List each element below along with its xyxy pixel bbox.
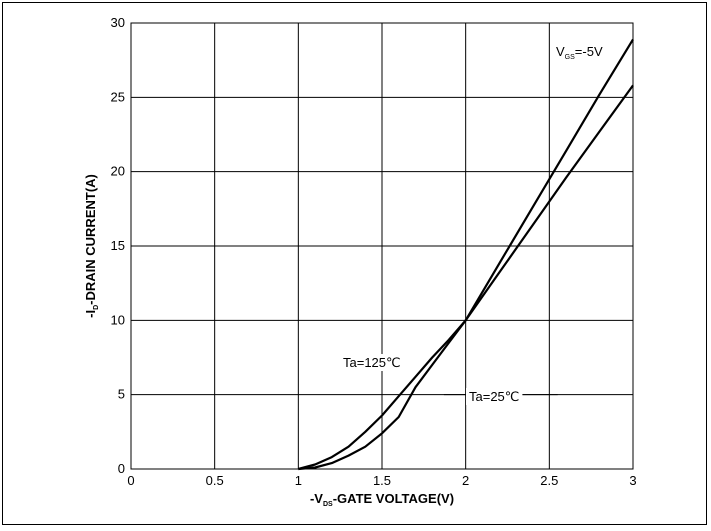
y-tick-label: 10 [111, 312, 125, 327]
x-tick-label: 0 [127, 473, 134, 488]
series-label-125c-text: Ta=125℃ [343, 355, 401, 370]
y-tick-label: 30 [111, 15, 125, 30]
x-tick-label: 3 [629, 473, 636, 488]
series-label-125c: Ta=125℃ [340, 354, 404, 371]
vgs-annotation-text: VGS=-5V [556, 44, 603, 61]
y-tick-label: 25 [111, 89, 125, 104]
series-label-25c: Ta=25℃ [443, 388, 558, 405]
y-tick-label: 15 [111, 238, 125, 253]
vgs-annotation: VGS=-5V [553, 43, 606, 62]
x-tick-label: 2 [462, 473, 469, 488]
y-tick-label: 5 [118, 387, 125, 402]
y-tick-label: 20 [111, 164, 125, 179]
x-tick-label: 1.5 [373, 473, 391, 488]
plot-border [130, 22, 634, 470]
y-axis-label: -ID-DRAIN CURRENT(A) [83, 174, 100, 318]
y-tick-label: 0 [118, 461, 125, 476]
x-tick-label: 1 [295, 473, 302, 488]
chart-frame: 0 0.5 1 1.5 2 2.5 3 0 5 10 15 20 25 30 -VDS-GATE VOLT… [2, 2, 707, 525]
x-axis-label: -VDS-GATE VOLTAGE(V) [310, 491, 454, 508]
x-tick-label: 2.5 [540, 473, 558, 488]
x-tick-label: 0.5 [206, 473, 224, 488]
series-lines [298, 38, 634, 471]
grid [131, 23, 633, 469]
series-label-25c-text: Ta=25℃ [469, 389, 519, 404]
series-line-0 [298, 84, 634, 471]
series-line-1 [298, 38, 634, 471]
